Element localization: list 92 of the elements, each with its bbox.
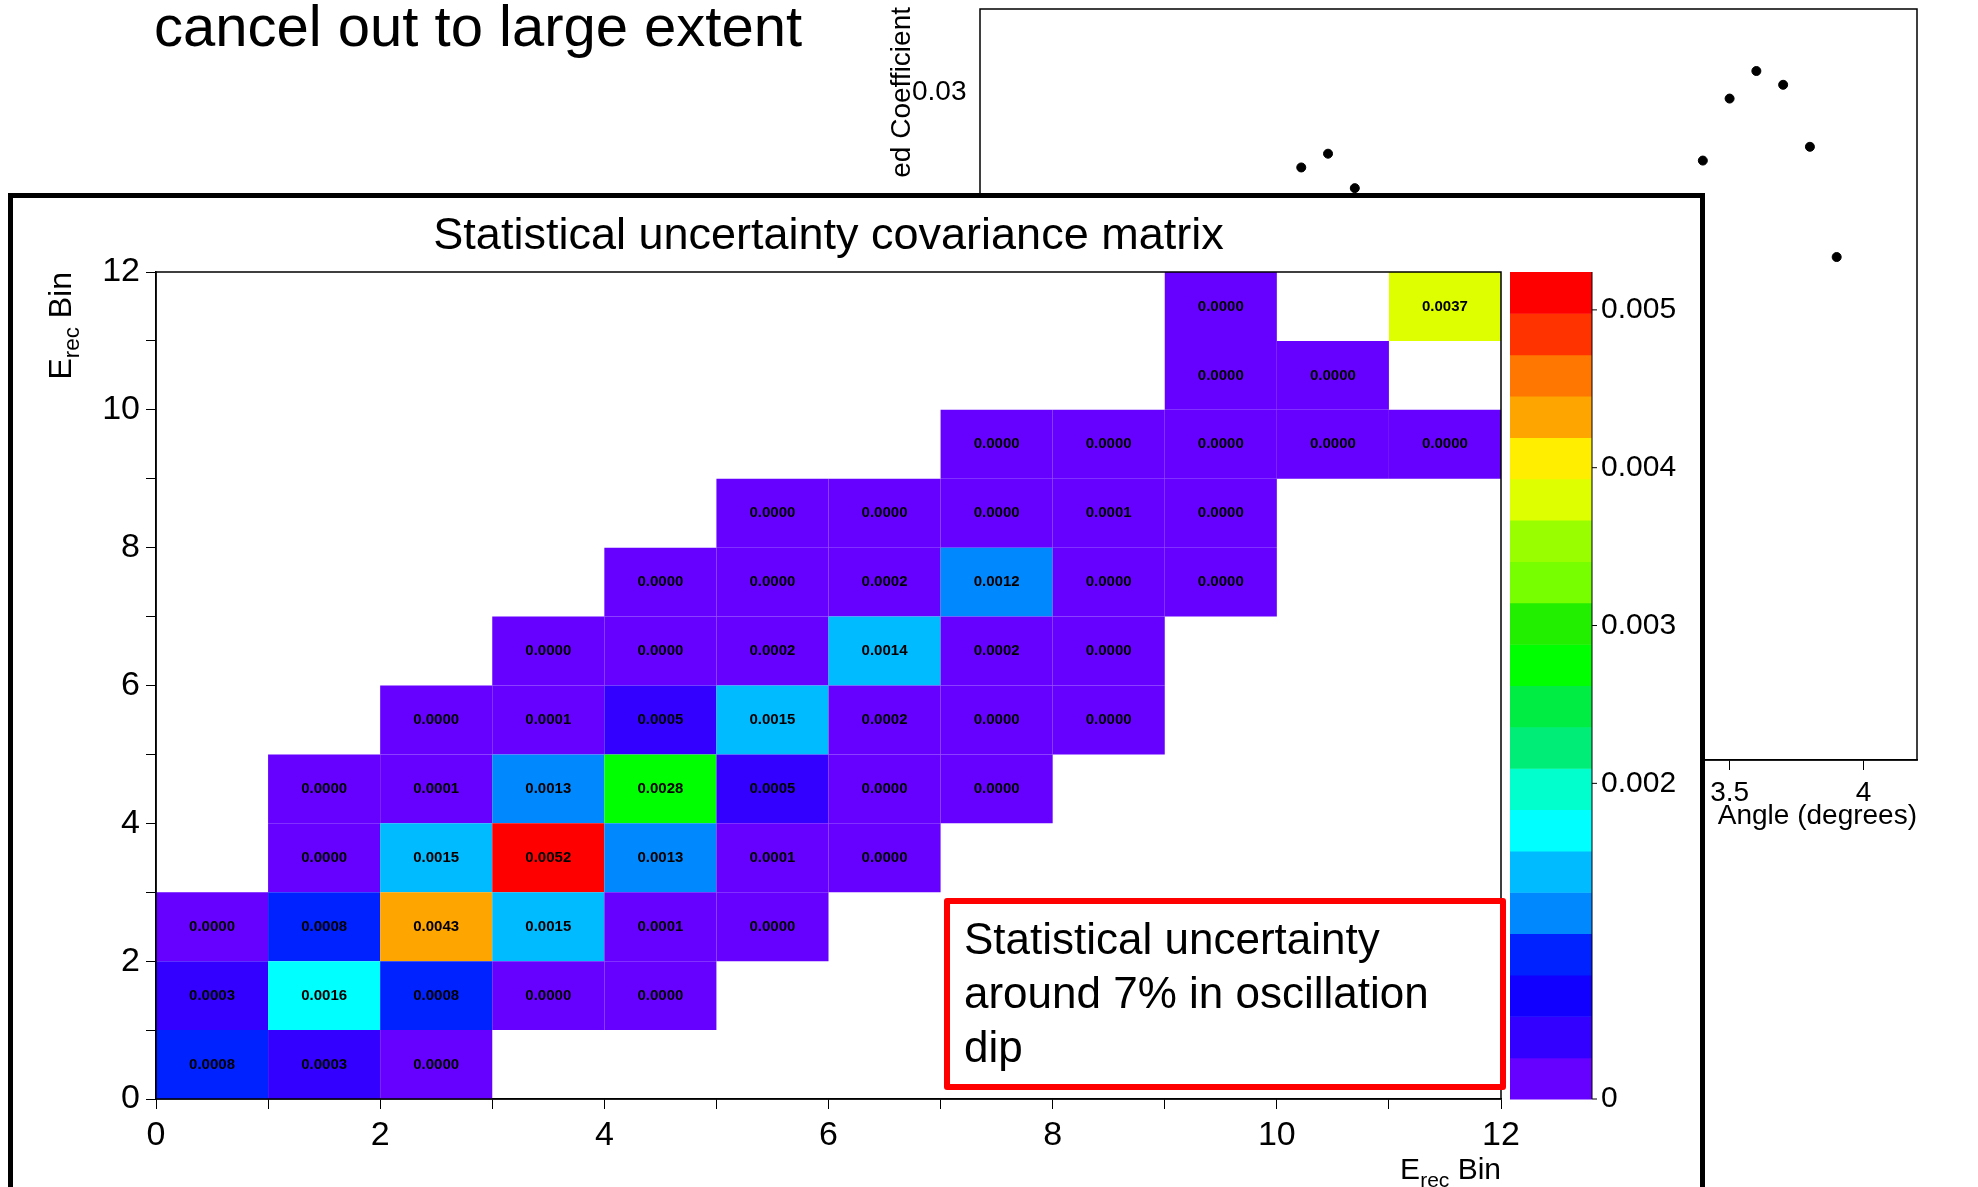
y-tick-label: 10 — [102, 388, 140, 427]
x-tick-label: 0 — [146, 1113, 166, 1152]
y-tick-label: 2 — [121, 939, 140, 978]
data-label: 0.0000 — [637, 572, 684, 590]
point — [1296, 162, 1307, 173]
data-label: 0.0000 — [1085, 710, 1132, 728]
data-label: 0.0014 — [861, 641, 909, 659]
data-label: 0.0000 — [413, 710, 460, 728]
x-tick-label: 2 — [370, 1113, 390, 1152]
data-label: 0.0013 — [525, 779, 572, 797]
data-label: 0.0000 — [1422, 434, 1468, 452]
data-label: 0.0000 — [749, 916, 796, 934]
point — [1804, 141, 1815, 152]
point — [1831, 252, 1842, 263]
data-label: 0.0000 — [973, 503, 1020, 521]
data-label: 0.0000 — [413, 1054, 460, 1072]
point — [1724, 93, 1735, 104]
data-label: 0.0000 — [1309, 434, 1356, 452]
data-label: 0.0008 — [301, 916, 348, 934]
data-label: 0.0002 — [861, 710, 908, 728]
data-label: 0.0000 — [861, 503, 908, 521]
data-label: 0.0000 — [1085, 434, 1132, 452]
x-tick-label: 10 — [1257, 1113, 1296, 1152]
color-bar-label: 0.005 — [1601, 291, 1677, 325]
data-label: 0.0001 — [749, 847, 796, 865]
data-label: 0.0000 — [525, 985, 572, 1003]
data-label: 0.0000 — [1197, 365, 1244, 383]
data-label: 0.0000 — [1309, 365, 1356, 383]
data-label: 0.0000 — [189, 916, 235, 934]
data-label: 0.0000 — [861, 779, 908, 797]
y-tick-label: 4 — [121, 801, 140, 840]
x-tick-label: 8 — [1043, 1113, 1063, 1152]
data-label: 0.0043 — [413, 916, 460, 934]
data-label: 0.0001 — [637, 916, 684, 934]
data-label: 0.0002 — [861, 572, 908, 590]
data-label: 0.0000 — [749, 572, 796, 590]
color-bar-label: 0.004 — [1601, 448, 1677, 482]
chart-title: Statistical uncertainty covariance matrix — [433, 208, 1225, 259]
data-label: 0.0016 — [301, 985, 348, 1003]
point — [1323, 148, 1334, 159]
data-label: 0.0005 — [637, 710, 684, 728]
x-tick-label: 12 — [1482, 1113, 1520, 1152]
data-label: 0.0000 — [1085, 641, 1132, 659]
data-label: 0.0028 — [637, 779, 684, 797]
data-label: 0.0000 — [301, 779, 348, 797]
data-label: 0.0000 — [301, 847, 348, 865]
data-label: 0.0000 — [1197, 296, 1244, 314]
point — [1697, 155, 1708, 166]
data-label: 0.0008 — [189, 1054, 235, 1072]
data-label: 0.0015 — [413, 847, 460, 865]
data-label: 0.0003 — [301, 1054, 348, 1072]
point — [1751, 66, 1762, 77]
data-label: 0.0001 — [525, 710, 572, 728]
color-bar-label: 0.003 — [1601, 606, 1677, 640]
data-label: 0.0037 — [1422, 296, 1468, 314]
data-label: 0.0000 — [637, 641, 684, 659]
data-label: 0.0000 — [1197, 572, 1244, 590]
data-label: 0.0012 — [973, 572, 1020, 590]
data-label: 0.0052 — [525, 847, 572, 865]
text: cancel out to large extent — [154, 0, 803, 59]
data-label: 0.0000 — [1197, 434, 1244, 452]
data-label: 0.0000 — [861, 847, 908, 865]
data-label: 0.0000 — [973, 779, 1020, 797]
y-axis-title: Erec Bin — [42, 272, 84, 380]
x-tick-label: 6 — [819, 1113, 838, 1152]
data-label: 0.0000 — [1197, 503, 1244, 521]
color-bar-label: 0.002 — [1601, 764, 1677, 798]
data-label: 0.0000 — [1085, 572, 1132, 590]
data-label: 0.0005 — [749, 779, 796, 797]
data-label: 0.0000 — [749, 503, 796, 521]
y-tick-label: 8 — [121, 526, 140, 565]
data-label: 0.0000 — [525, 641, 572, 659]
data-label: 0.0002 — [749, 641, 796, 659]
data-label: 0.0015 — [525, 916, 572, 934]
x-tick-label: 4 — [594, 1113, 614, 1152]
data-label: 0.0002 — [973, 641, 1020, 659]
data-label: 0.0015 — [749, 710, 796, 728]
data-label: 0.0008 — [413, 985, 460, 1003]
color-bar-label: 0 — [1601, 1080, 1618, 1114]
annotation: Statistical uncertainty around 7% in oscillation dip — [944, 898, 1506, 1090]
data-label: 0.0001 — [413, 779, 460, 797]
data-label: 0.0003 — [189, 985, 235, 1003]
point — [1778, 79, 1789, 90]
data-label: 0.0000 — [637, 985, 684, 1003]
data-label: 0.0000 — [973, 710, 1020, 728]
y-tick-label: 6 — [121, 663, 140, 702]
data-label: 0.0000 — [973, 434, 1020, 452]
y-tick-label: 0 — [121, 1077, 140, 1116]
data-label: 0.0001 — [1085, 503, 1132, 521]
data-label: 0.0013 — [637, 847, 684, 865]
y-tick-label: 12 — [102, 250, 140, 289]
point — [1349, 183, 1360, 194]
